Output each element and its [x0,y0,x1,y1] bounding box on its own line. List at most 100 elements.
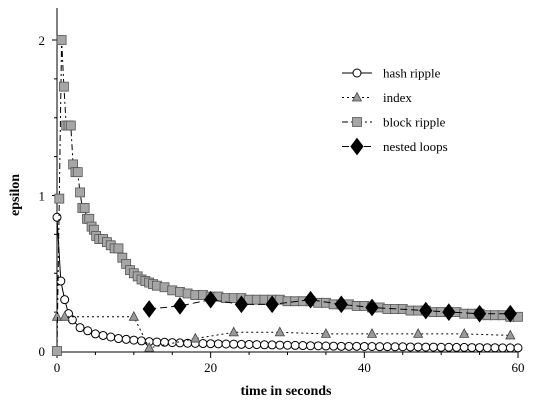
data-point-hash-ripple [375,342,385,352]
data-point-hash-ripple [90,329,100,339]
legend-label-nested-loops: nested loops [383,139,448,154]
data-point-block-ripple [52,346,62,356]
data-point-hash-ripple [252,340,262,350]
data-point-hash-ripple [513,343,523,353]
data-point-hash-ripple [213,339,223,349]
data-point-block-ripple [59,81,69,92]
data-point-index [59,310,70,321]
data-point-hash-ripple [413,342,423,352]
data-point-index [144,342,155,352]
data-point-hash-ripple [444,342,454,352]
data-point-hash-ripple [83,326,93,336]
data-point-block-ripple [54,193,65,204]
data-point-hash-ripple [152,337,162,347]
data-point-hash-ripple [359,341,369,351]
legend: hash ripple index block ripple nested loops [342,66,448,156]
data-point-hash-ripple [436,342,446,352]
y-axis-title: epsilon [8,174,23,216]
data-point-hash-ripple [175,338,185,348]
y-tick-label: 0 [39,344,46,359]
series-index [51,310,516,352]
data-point-hash-ripple [283,340,292,350]
data-point-hash-ripple [275,340,285,350]
data-point-nested-loops [234,295,249,314]
legend-item-hash-ripple: hash ripple [342,66,441,81]
data-point-hash-ripple [421,342,431,352]
data-point-index [412,328,424,338]
data-point-hash-ripple [321,341,331,351]
data-point-hash-ripple [498,343,508,353]
data-point-hash-ripple [75,323,85,333]
data-point-hash-ripple [306,341,316,351]
data-point-hash-ripple [160,337,170,347]
data-point-hash-ripple [490,343,500,353]
data-point-hash-ripple [459,342,469,352]
data-point-nested-loops [265,295,279,314]
x-tick-label: 20 [204,360,217,375]
data-point-hash-ripple [106,332,116,342]
data-point-hash-ripple [121,334,131,344]
data-point-hash-ripple [428,342,438,352]
x-axis-title: time in seconds [241,384,333,399]
data-point-hash-ripple [113,334,123,344]
data-point-hash-ripple [298,341,308,351]
data-point-hash-ripple [60,295,70,305]
data-point-nested-loops [419,301,433,320]
x-tick-label: 40 [358,360,371,375]
data-point-index [505,329,516,340]
data-point-hash-ripple [344,341,354,351]
data-point-hash-ripple [236,339,246,349]
data-point-nested-loops [442,303,456,321]
data-point-block-ripple [113,243,124,254]
data-point-hash-ripple [229,339,239,349]
data-point-hash-ripple [329,341,339,351]
data-point-block-ripple [72,167,83,178]
series-layer [51,35,523,356]
legend-marker-hash-ripple [352,68,362,78]
data-point-index [459,328,470,338]
data-point-hash-ripple [129,335,139,345]
data-point-hash-ripple [382,342,392,352]
data-point-hash-ripple [221,339,231,349]
legend-item-block-ripple: block ripple [342,115,446,130]
legend-item-nested-loops: nested loops [342,137,448,156]
data-point-nested-loops [173,297,187,315]
data-point-hash-ripple [206,339,216,349]
data-point-hash-ripple [259,340,269,350]
data-point-hash-ripple [398,342,408,352]
series-line-index [57,316,511,349]
data-point-nested-loops [204,290,218,309]
series-nested-loops [142,290,517,323]
data-point-hash-ripple [198,339,208,349]
data-point-block-ripple [56,35,67,45]
data-point-hash-ripple [505,343,515,353]
data-point-nested-loops [303,290,318,309]
data-point-hash-ripple [390,342,400,352]
data-point-nested-loops [365,298,379,317]
data-point-hash-ripple [244,339,254,349]
axes: 0 20 40 60 0 1 2 [39,8,525,375]
data-point-index [128,310,139,321]
data-point-hash-ripple [475,343,485,353]
data-point-hash-ripple [452,342,462,352]
data-point-hash-ripple [56,276,66,286]
data-point-hash-ripple [482,343,492,353]
x-tick-label: 60 [512,360,525,375]
data-point-nested-loops [503,304,517,323]
data-point-hash-ripple [52,212,62,222]
data-point-index [274,326,285,337]
data-point-hash-ripple [467,343,477,353]
data-point-hash-ripple [405,342,415,352]
legend-label-block-ripple: block ripple [383,115,446,130]
data-point-hash-ripple [167,338,177,348]
data-point-index [366,328,378,338]
data-point-hash-ripple [313,341,323,351]
legend-marker-block-ripple [352,117,362,127]
legend-marker-nested-loops [350,137,364,156]
data-point-hash-ripple [352,341,362,351]
data-point-index [190,332,201,343]
data-point-hash-ripple [367,341,377,351]
data-point-block-ripple [65,120,76,131]
